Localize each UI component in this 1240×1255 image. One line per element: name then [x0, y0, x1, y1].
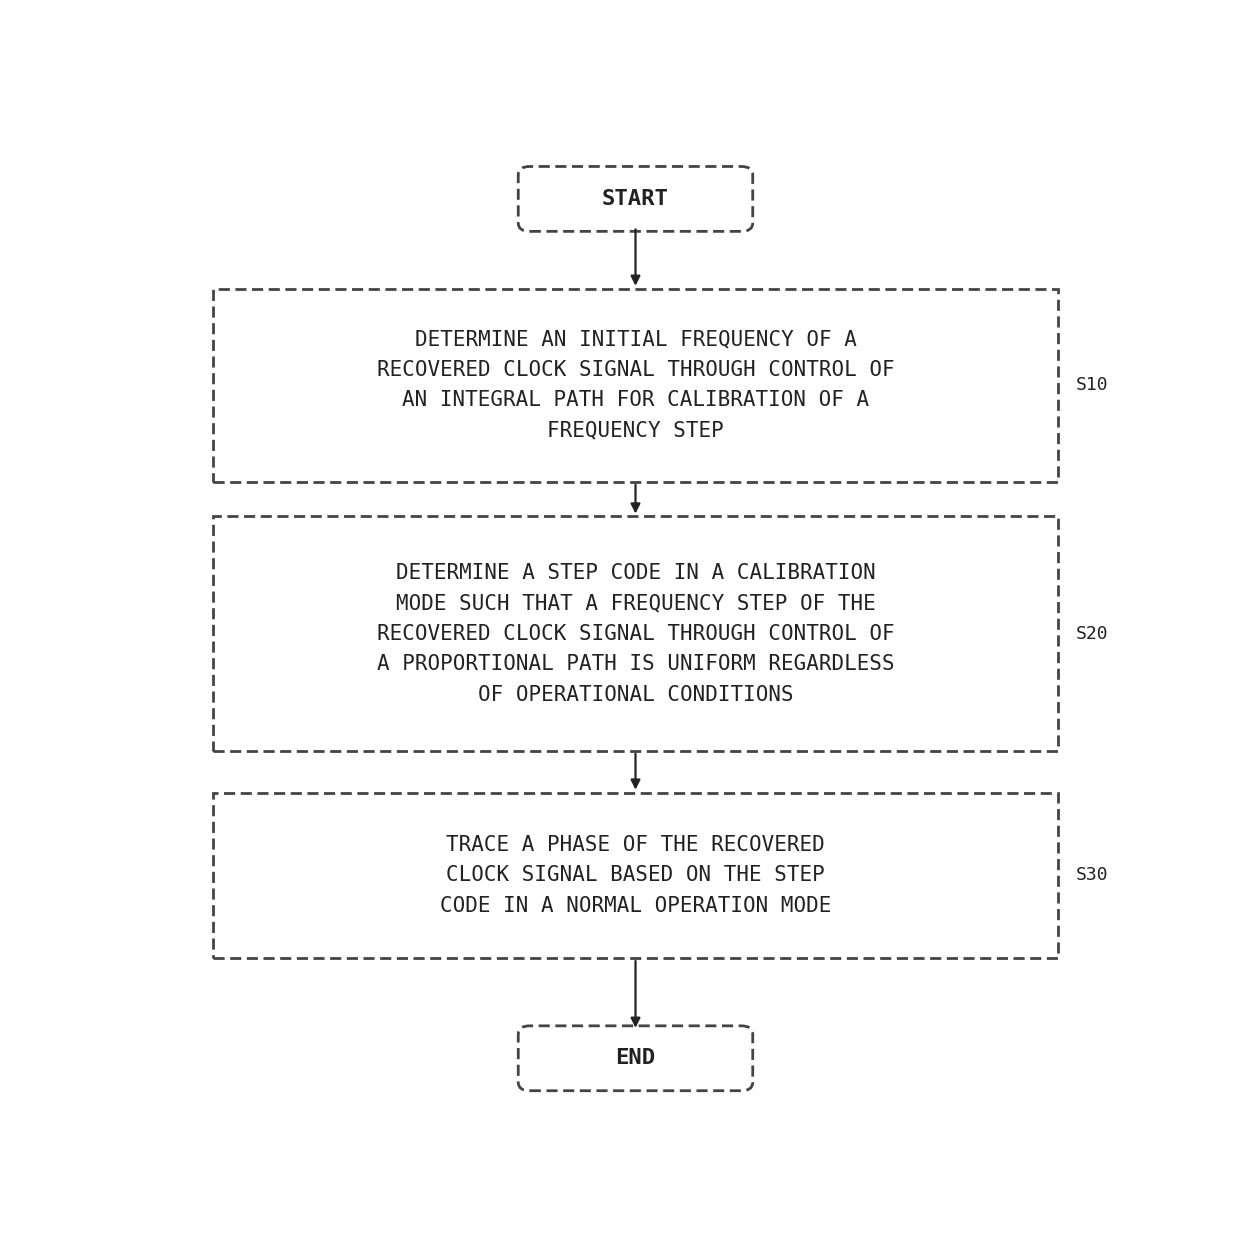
FancyBboxPatch shape: [213, 793, 1059, 959]
Text: S20: S20: [1075, 625, 1109, 643]
Text: TRACE A PHASE OF THE RECOVERED
CLOCK SIGNAL BASED ON THE STEP
CODE IN A NORMAL O: TRACE A PHASE OF THE RECOVERED CLOCK SIG…: [440, 835, 831, 916]
FancyBboxPatch shape: [518, 167, 753, 231]
Text: S10: S10: [1075, 376, 1109, 394]
FancyBboxPatch shape: [213, 517, 1059, 750]
FancyBboxPatch shape: [213, 289, 1059, 482]
Text: S30: S30: [1075, 866, 1109, 885]
Text: START: START: [603, 190, 668, 208]
Text: DETERMINE A STEP CODE IN A CALIBRATION
MODE SUCH THAT A FREQUENCY STEP OF THE
RE: DETERMINE A STEP CODE IN A CALIBRATION M…: [377, 563, 894, 704]
Text: DETERMINE AN INITIAL FREQUENCY OF A
RECOVERED CLOCK SIGNAL THROUGH CONTROL OF
AN: DETERMINE AN INITIAL FREQUENCY OF A RECO…: [377, 330, 894, 441]
FancyBboxPatch shape: [518, 1025, 753, 1091]
Text: END: END: [615, 1048, 656, 1068]
